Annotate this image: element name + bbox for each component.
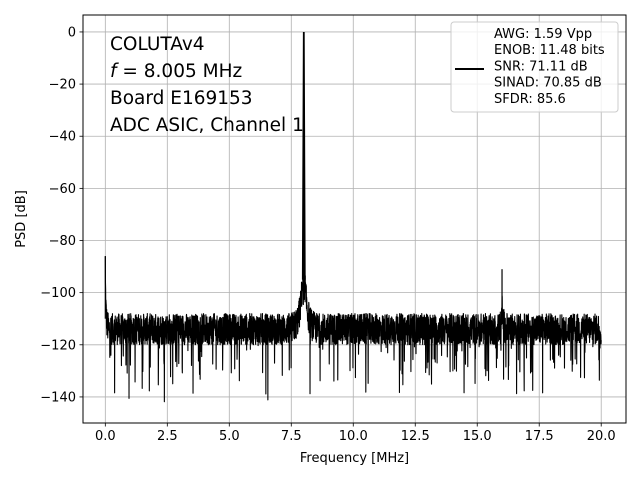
annotation-block: COLUTAv4 f = 8.005 MHz Board E169153 ADC AS… [110, 34, 304, 136]
annotation-line: f = 8.005 MHz [110, 61, 242, 82]
x-tick-label: 17.5 [525, 429, 554, 444]
legend-line-text: SNR: 71.11 dB [494, 59, 588, 74]
legend-line-text: SFDR: 85.6 [494, 92, 566, 107]
y-tick-label: −80 [49, 234, 76, 249]
legend-line-text: AWG: 1.59 Vpp [494, 27, 592, 42]
y-tick-label: −40 [49, 130, 76, 145]
series-layer [104, 31, 602, 403]
y-tick-label: −100 [40, 286, 76, 301]
y-tick-label: −20 [49, 78, 76, 93]
x-tick-label: 10.0 [339, 429, 368, 444]
y-tick-label: −120 [40, 338, 76, 353]
plot-frame [82, 14, 627, 424]
x-tick-label: 5.0 [219, 429, 240, 444]
x-tick-label: 2.5 [157, 429, 178, 444]
annotation-line: ADC ASIC, Channel 1 [110, 115, 304, 136]
legend-line-text: SINAD: 70.85 dB [494, 76, 602, 91]
x-tick-label: 7.5 [281, 429, 302, 444]
annotation-line: Board E169153 [110, 88, 253, 109]
legend-box [450, 21, 619, 113]
x-tick-label: 20.0 [587, 429, 616, 444]
y-tick-label: 0 [68, 25, 76, 40]
y-tick-label: −140 [40, 390, 76, 405]
carrier-peak [301, 31, 306, 280]
annotation-value: = 8.005 MHz [117, 61, 243, 82]
x-tick-label: 15.0 [463, 429, 492, 444]
x-axis-label: Frequency [MHz] [300, 451, 409, 466]
psd-trace [104, 251, 602, 403]
x-tick-label: 12.5 [401, 429, 430, 444]
x-tick-label: 0.0 [95, 429, 116, 444]
annotation-line: COLUTAv4 [110, 34, 205, 55]
grid-layer [83, 15, 626, 423]
tick-layer: 0.0 2.5 5.0 7.5 10.0 12.5 15.0 17.5 20.0 0 −20 −40 −… [40, 25, 615, 444]
legend-line-text: ENOB: 11.48 bits [494, 43, 605, 58]
y-axis-label: PSD [dB] [14, 190, 29, 248]
y-tick-label: −60 [49, 182, 76, 197]
annotation-italic-symbol: f [110, 61, 119, 82]
